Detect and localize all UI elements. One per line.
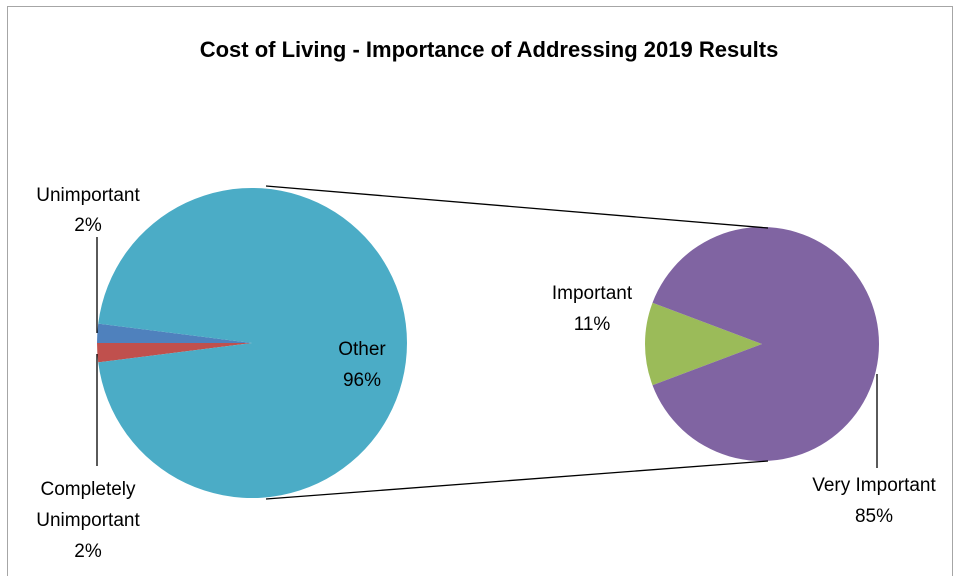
data-label-unimportant: Unimportant 2% [36,185,140,236]
pie-slice-important [645,302,762,386]
pie-slice-unimportant [97,343,252,363]
data-label-very-important: Very Important 85% [812,475,936,527]
data-label-other: Other 96% [338,339,386,391]
pie-slice-very-important [652,227,880,461]
connector-line-bottom [265,460,769,500]
pie-slice-other [98,188,407,498]
data-label-completely-unimportant: Completely Unimportant 2% [36,479,140,562]
data-label-important: Important 11% [552,283,633,335]
connector-line-top [265,185,769,229]
chart-title: Cost of Living - Importance of Addressin… [200,37,779,62]
pie-slice-completely-unimportant [97,323,252,343]
